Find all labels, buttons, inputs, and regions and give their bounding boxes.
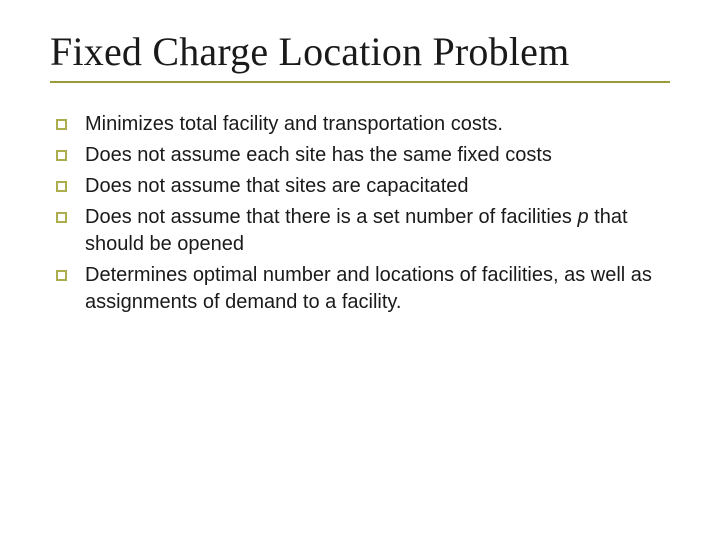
bullet-text-composite: Does not assume that there is a set numb… [85, 204, 670, 258]
list-item: Does not assume that sites are capacitat… [56, 173, 670, 200]
square-bullet-icon [56, 181, 67, 192]
list-item: Does not assume that there is a set numb… [56, 204, 670, 258]
list-item: Minimizes total facility and transportat… [56, 111, 670, 138]
square-bullet-icon [56, 119, 67, 130]
bullet-text: Does not assume that sites are capacitat… [85, 173, 670, 200]
list-item: Determines optimal number and locations … [56, 262, 670, 316]
bullet-text: Does not assume each site has the same f… [85, 142, 670, 169]
bullet-text: Determines optimal number and locations … [85, 262, 670, 316]
slide: Fixed Charge Location Problem Minimizes … [0, 0, 720, 540]
bullet-text: Minimizes total facility and transportat… [85, 111, 670, 138]
bullet-text-pre: Does not assume that there is a set numb… [85, 206, 577, 228]
list-item: Does not assume each site has the same f… [56, 142, 670, 169]
square-bullet-icon [56, 270, 67, 281]
square-bullet-icon [56, 150, 67, 161]
square-bullet-icon [56, 212, 67, 223]
slide-title: Fixed Charge Location Problem [50, 28, 670, 83]
bullet-list: Minimizes total facility and transportat… [50, 111, 670, 316]
bullet-text-italic: p [577, 206, 588, 228]
